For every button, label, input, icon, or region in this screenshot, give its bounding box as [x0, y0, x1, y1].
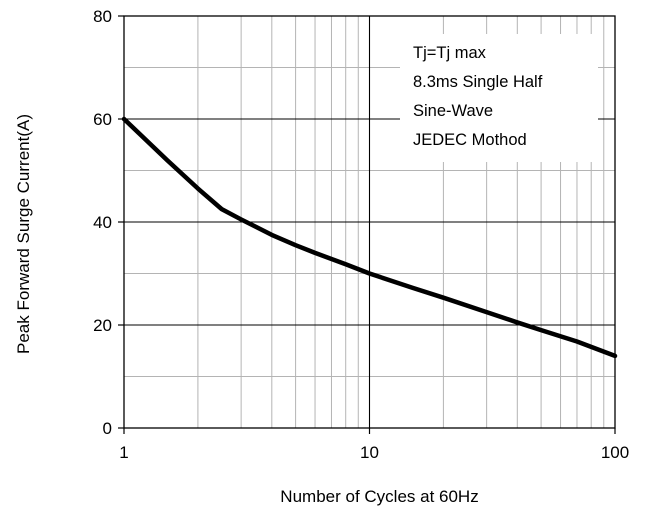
x-tick-label: 10 [360, 443, 379, 462]
annotation-line-4: JEDEC Mothod [413, 131, 527, 149]
y-tick-label: 40 [93, 213, 112, 232]
y-tick-label: 0 [103, 419, 112, 438]
annotation-line-2: 8.3ms Single Half [413, 73, 543, 91]
x-axis-title: Number of Cycles at 60Hz [280, 487, 478, 506]
x-tick-labels: 1 10 100 [119, 428, 629, 462]
surge-current-line [121, 116, 618, 359]
y-axis-title: Peak Forward Surge Current(A) [14, 114, 33, 354]
annotation-line-1: Tj=Tj max [413, 44, 487, 62]
x-tick-label: 100 [601, 443, 629, 462]
y-tick-label: 60 [93, 110, 112, 129]
y-tick-label: 80 [93, 7, 112, 26]
y-tick-labels: 0 20 40 60 80 [93, 7, 124, 438]
annotation-line-3: Sine-Wave [413, 102, 493, 120]
annotation-box: Tj=Tj max 8.3ms Single Half Sine-Wave JE… [400, 34, 598, 162]
y-tick-label: 20 [93, 316, 112, 335]
annotation-background [400, 34, 598, 162]
x-tick-label: 1 [119, 443, 128, 462]
